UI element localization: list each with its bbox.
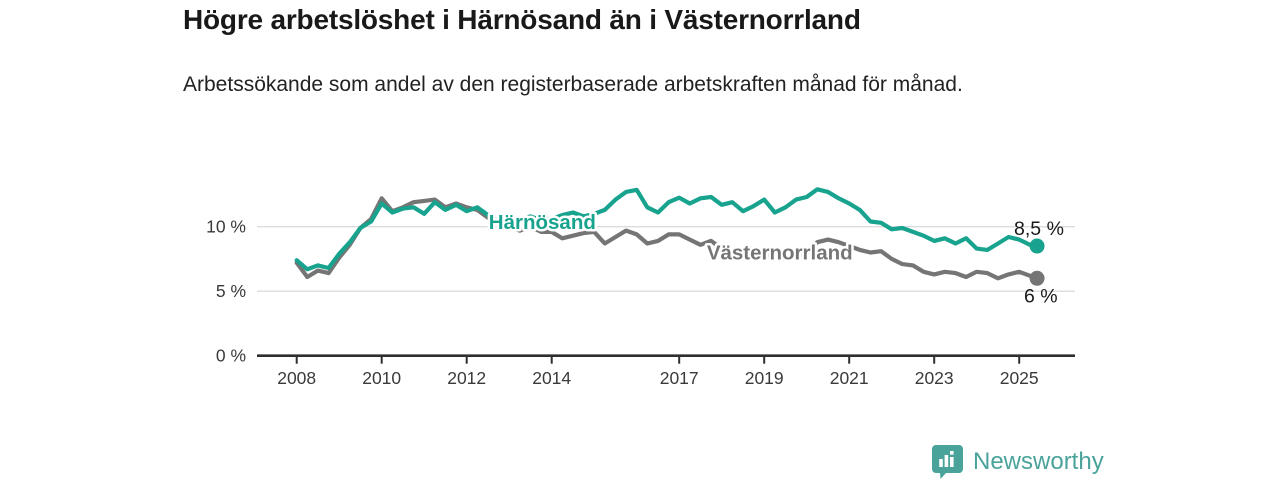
chart-title: Högre arbetslöshet i Härnösand än i Väst… bbox=[183, 4, 861, 35]
y-tick-label: 0 % bbox=[216, 346, 246, 366]
newsworthy-branding: Newsworthy bbox=[932, 444, 1104, 480]
series-end-dot-hrnsand bbox=[1029, 238, 1045, 254]
x-tick-label: 2017 bbox=[660, 368, 699, 388]
y-tick-label: 10 % bbox=[206, 217, 246, 237]
series-line-vsternorrland bbox=[294, 196, 1040, 281]
newsworthy-logo-icon bbox=[932, 444, 963, 480]
x-tick-label: 2025 bbox=[1000, 368, 1039, 388]
series-line-hrnsand bbox=[294, 187, 1040, 272]
x-tick-label: 2014 bbox=[532, 368, 571, 388]
series-label-vsternorrland: Västernorrland bbox=[707, 242, 853, 265]
series-end-value-hrnsand: 8,5 % bbox=[1014, 218, 1064, 240]
x-tick-label: 2010 bbox=[362, 368, 401, 388]
series-end-dot-vsternorrland bbox=[1029, 270, 1045, 286]
x-tick-label: 2019 bbox=[745, 368, 784, 388]
series-label-hrnsand: Härnösand bbox=[489, 211, 596, 234]
x-tick-label: 2021 bbox=[830, 368, 869, 388]
chart-subtitle: Arbetssökande som andel av den registerb… bbox=[183, 73, 963, 96]
x-tick-label: 2023 bbox=[915, 368, 954, 388]
y-tick-label: 5 % bbox=[216, 281, 246, 301]
series-end-value-vsternorrland: 6 % bbox=[1024, 285, 1058, 307]
x-tick-label: 2008 bbox=[277, 368, 316, 388]
x-tick-label: 2012 bbox=[447, 368, 486, 388]
newsworthy-logo-text: Newsworthy bbox=[973, 448, 1104, 475]
